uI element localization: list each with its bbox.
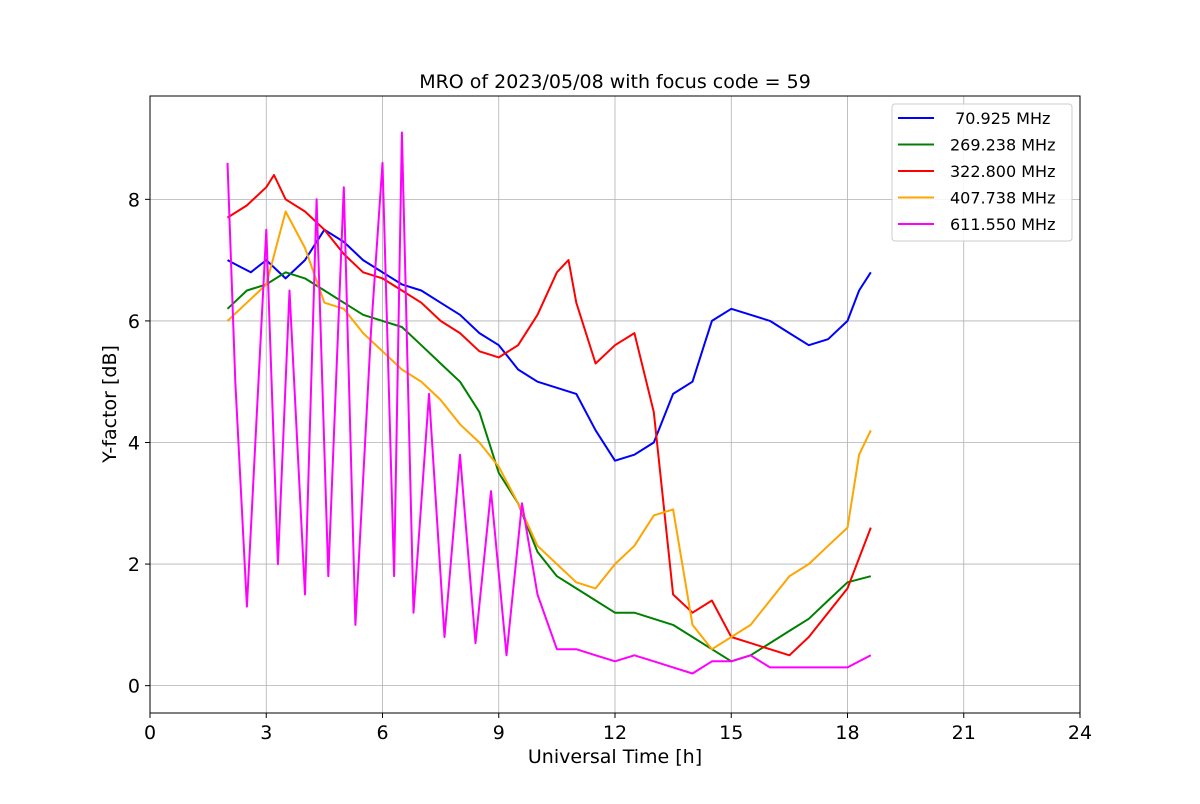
- series-line-2: [226, 174, 872, 657]
- x-tick-label: 9: [493, 722, 505, 744]
- series-line-3: [226, 210, 872, 651]
- x-tick-label: 24: [1068, 722, 1092, 744]
- series-layer: [226, 131, 872, 675]
- x-tick-label: 12: [603, 722, 627, 744]
- x-tick-label: 18: [835, 722, 859, 744]
- y-tick-label: 2: [128, 554, 140, 576]
- x-axis-ticks: 0 3 6 9 12 15 18 21 24: [144, 713, 1092, 744]
- legend-frame: [891, 103, 1073, 242]
- legend-label-4: 611.550 MHz: [950, 215, 1055, 234]
- legend-label-0: 70.925 MHz: [950, 109, 1050, 128]
- x-tick-label: 15: [719, 722, 743, 744]
- y-axis-label: Y-factor [dB]: [99, 345, 121, 464]
- x-axis-label: Universal Time [h]: [528, 746, 702, 768]
- x-tick-label: 6: [376, 722, 388, 744]
- x-tick-label: 0: [144, 722, 156, 744]
- legend-label-1: 269.238 MHz: [950, 136, 1055, 155]
- legend-label-3: 407.738 MHz: [950, 189, 1055, 208]
- y-tick-label: 8: [128, 189, 140, 211]
- y-tick-label: 4: [128, 432, 140, 454]
- y-tick-label: 6: [128, 311, 140, 333]
- y-tick-label: 0: [128, 676, 140, 698]
- chart-title: MRO of 2023/05/08 with focus code = 59: [419, 71, 811, 93]
- legend: 70.925 MHz 269.238 MHz 322.800 MHz 407.738 …: [891, 103, 1073, 242]
- series-line-4: [226, 131, 872, 675]
- x-tick-label: 21: [952, 722, 976, 744]
- legend-items: 70.925 MHz 269.238 MHz 322.800 MHz 407.738 …: [898, 109, 1055, 234]
- series-line-1: [226, 271, 872, 663]
- y-axis-ticks: 0 2 4 6 8: [128, 189, 150, 698]
- x-tick-label: 3: [260, 722, 272, 744]
- legend-label-2: 322.800 MHz: [950, 162, 1055, 181]
